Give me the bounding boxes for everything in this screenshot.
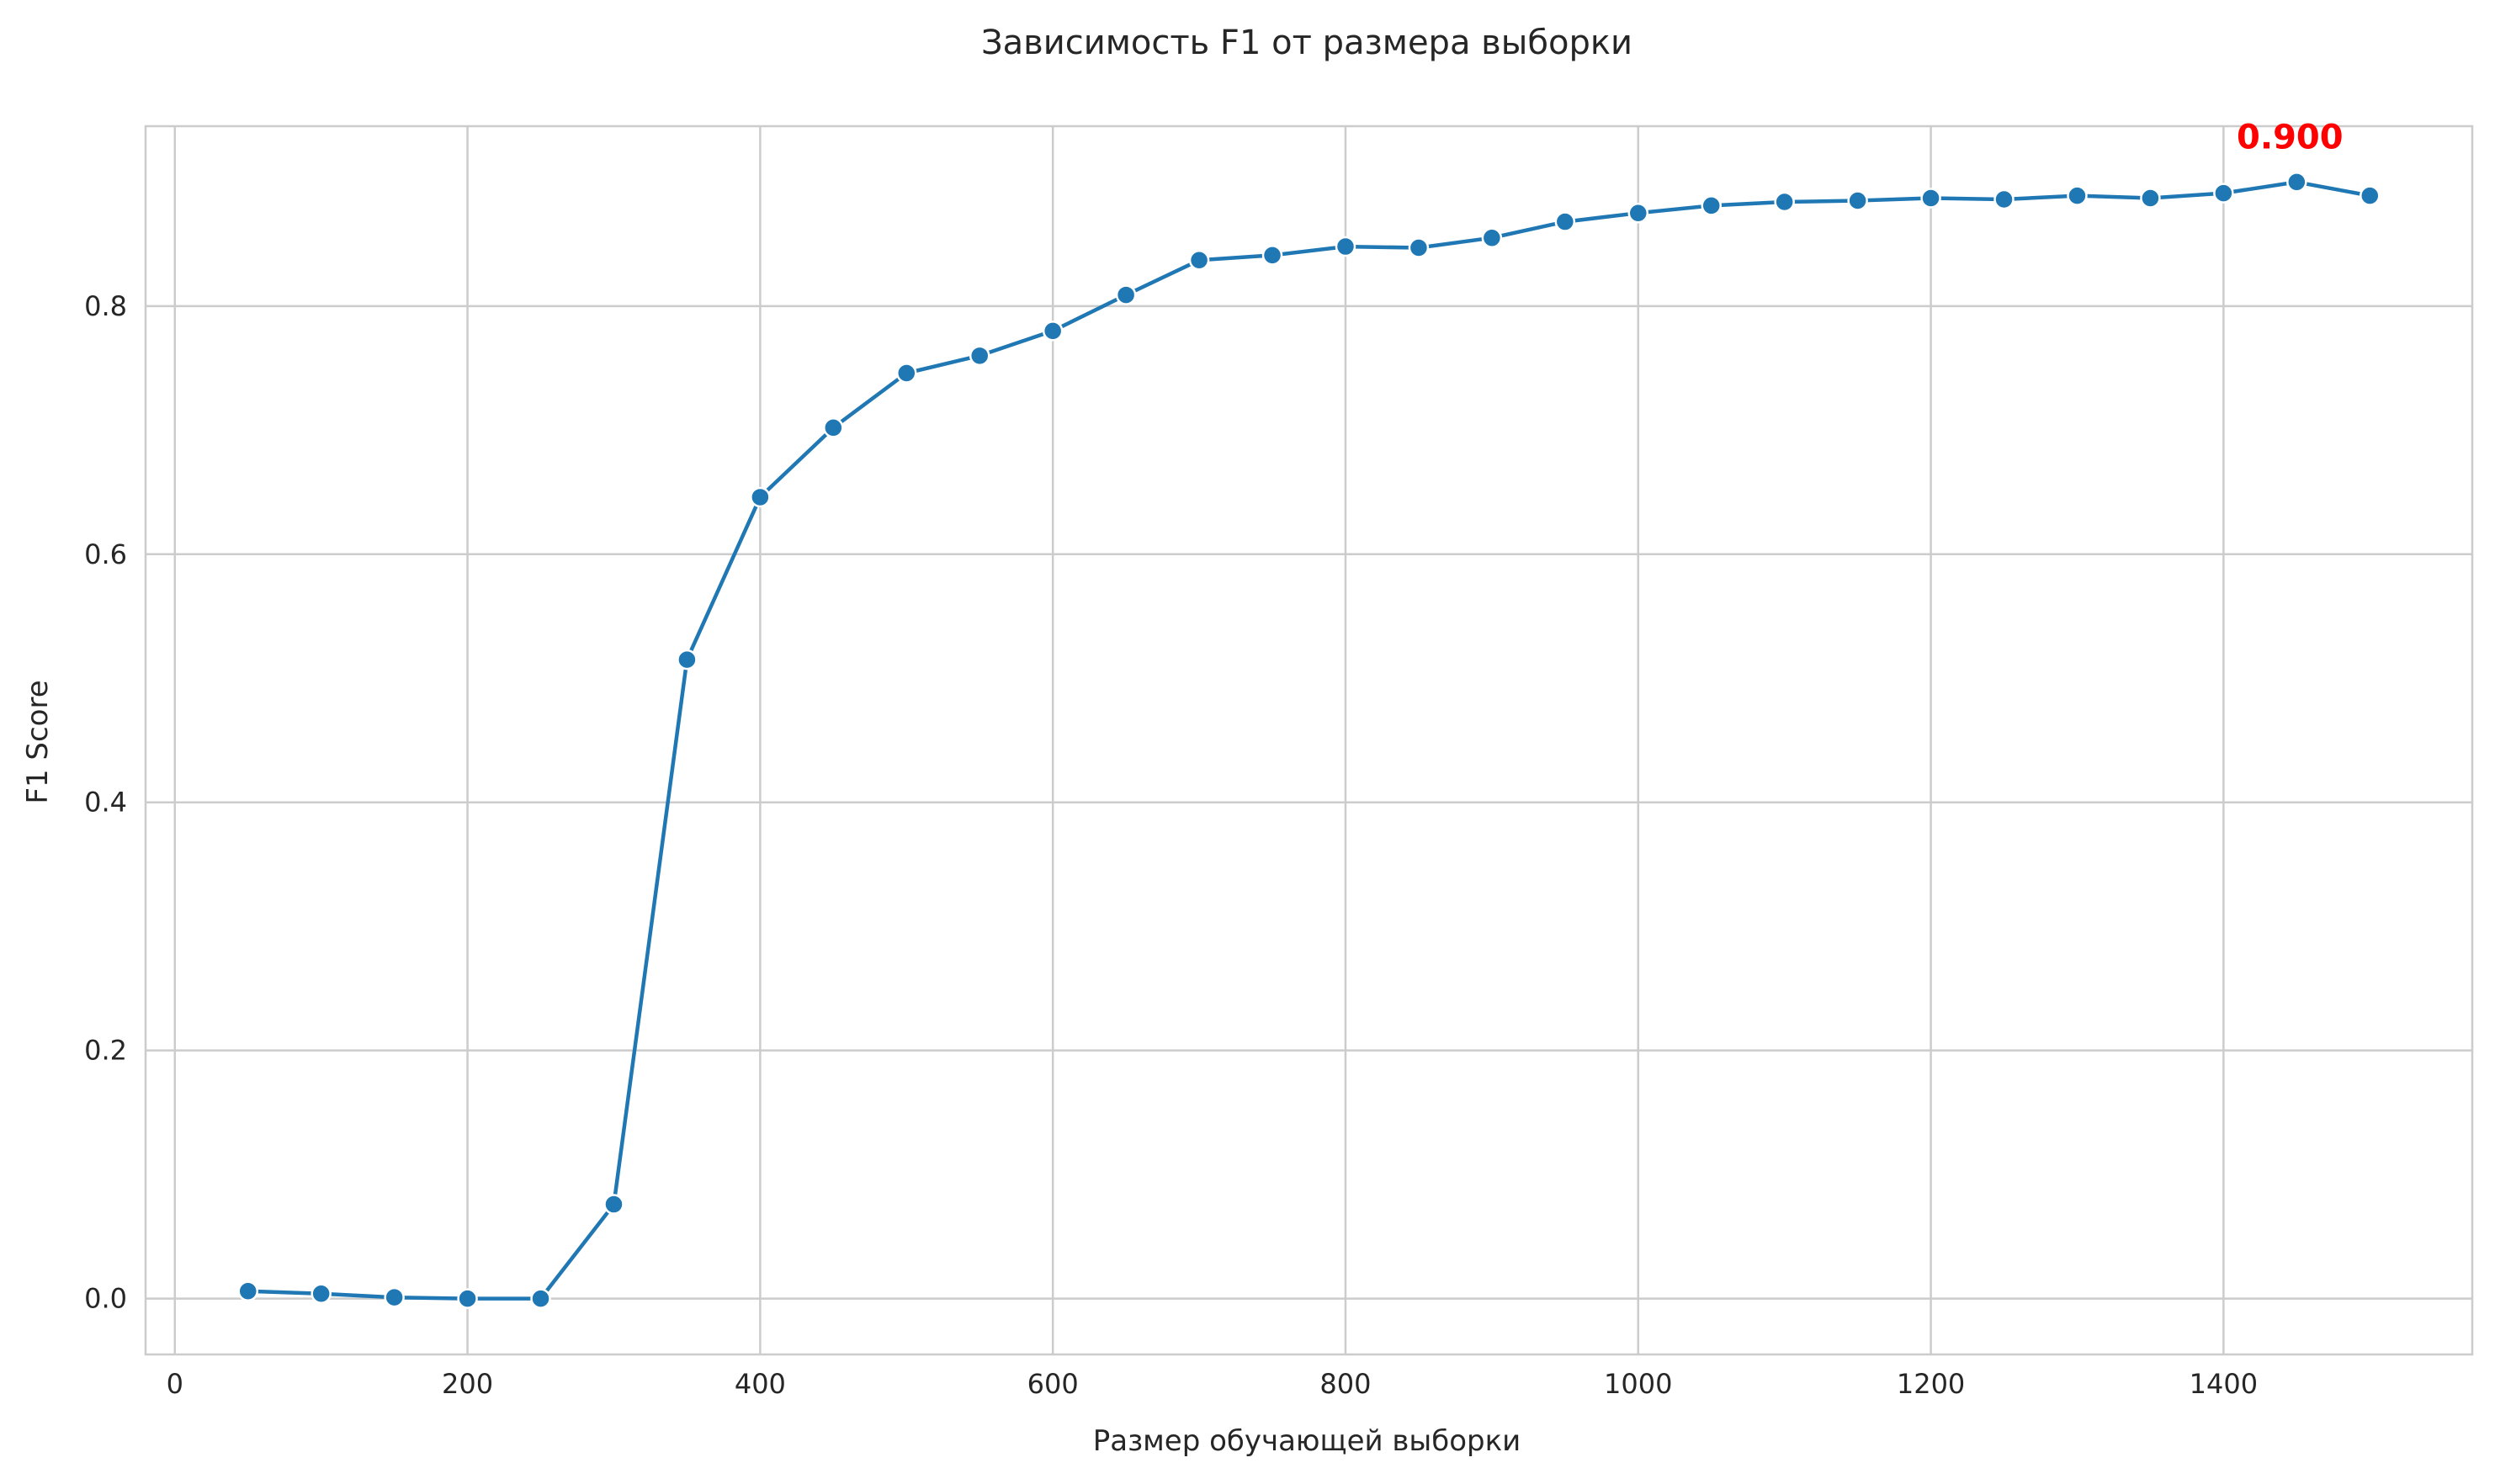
y-tick-labels: 0.0 0.2 0.4 0.6 0.8 [84,290,127,1315]
data-point [1335,236,1356,257]
data-point [1920,188,1941,209]
data-point [1701,195,1722,216]
data-point [2067,185,2088,206]
data-point [1261,245,1283,266]
data-point [677,649,698,670]
data-point [237,1280,258,1302]
data-point [457,1288,478,1309]
data-point [2360,185,2381,206]
data-point [384,1286,405,1308]
x-tick-label: 400 [735,1368,786,1400]
x-tick-labels: 0 200 400 600 800 1000 1200 1400 [167,1368,2258,1400]
max-value-annotation: 0.900 [2237,118,2344,156]
y-tick-label: 0.0 [84,1283,127,1315]
x-axis-label: Размер обучающей выборки [1093,1424,1521,1458]
data-point [2213,183,2234,204]
data-point [1847,190,1868,211]
data-point [823,417,844,438]
x-tick-label: 800 [1319,1368,1371,1400]
x-tick-label: 1400 [2190,1368,2258,1400]
grid-lines [146,126,2472,1354]
data-point [1993,188,2015,210]
y-tick-label: 0.6 [84,538,127,570]
data-point [1627,202,1649,224]
data-point [1115,284,1137,305]
data-point [1774,191,1795,213]
x-tick-label: 200 [442,1368,493,1400]
x-tick-label: 600 [1027,1368,1079,1400]
data-point [311,1283,332,1304]
data-point [896,363,917,384]
data-point [530,1288,551,1309]
data-point [1554,211,1576,232]
y-axis-label: F1 Score [21,680,55,803]
data-point [2140,188,2161,209]
data-point [1481,227,1503,248]
y-tick-label: 0.8 [84,290,127,322]
data-point [1408,237,1430,258]
x-tick-label: 1200 [1897,1368,1965,1400]
data-point [2286,172,2307,193]
y-tick-label: 0.2 [84,1035,127,1067]
plot-frame [144,125,2474,1356]
chart-title: Зависимость F1 от размера выборки [981,24,1632,62]
x-tick-label: 0 [167,1368,183,1400]
series-f1 [237,172,2381,1309]
data-point [1188,250,1210,271]
data-point [750,486,771,508]
data-point [603,1194,624,1215]
data-point [1042,321,1064,342]
x-tick-label: 1000 [1604,1368,1672,1400]
y-tick-label: 0.4 [84,787,127,819]
series-line [247,180,2370,1301]
data-point [969,345,990,367]
